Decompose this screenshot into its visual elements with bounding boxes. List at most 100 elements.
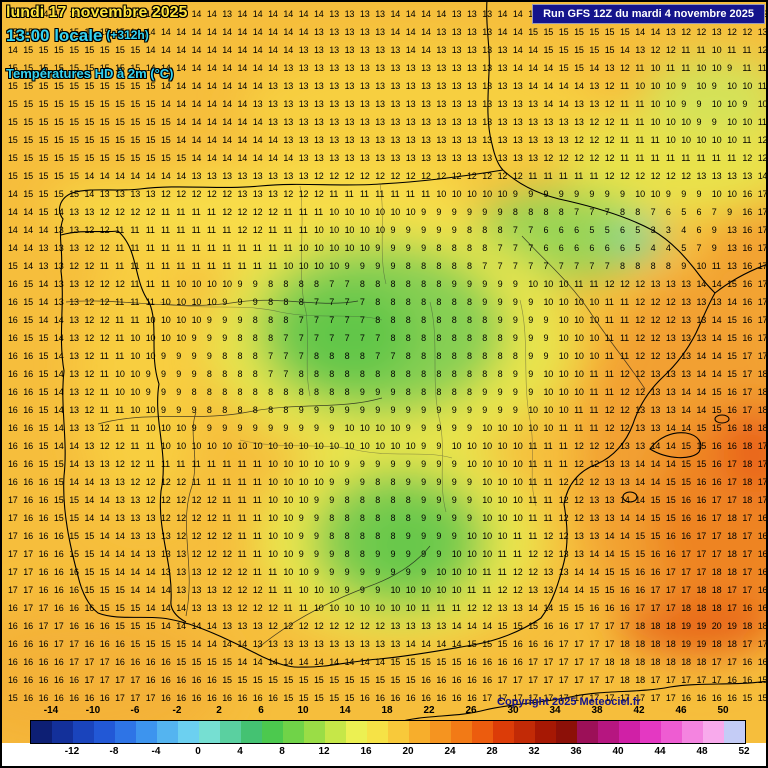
temp-value: 15 [100,82,110,91]
temp-value: 15 [283,694,293,703]
temp-value: 14 [559,100,569,109]
temp-value: 16 [391,694,401,703]
temp-value: 12 [238,568,248,577]
temp-value: 11 [589,370,598,379]
temp-value: 10 [329,586,339,595]
temp-value: 10 [115,370,125,379]
temp-value: 15 [69,532,79,541]
temp-value: 10 [635,82,645,91]
scale-cell [304,721,325,743]
temp-value: 17 [727,496,737,505]
temp-value: 8 [238,352,243,361]
temp-value: 14 [727,298,737,307]
temp-value: 18 [666,622,676,631]
temp-value: 15 [85,100,95,109]
temp-value: 16 [727,406,737,415]
temp-value: 15 [100,46,110,55]
temp-value: 17 [712,532,722,541]
temp-value: 12 [329,622,339,631]
temp-value: 9 [513,316,518,325]
temp-value: 11 [712,262,721,271]
temp-value: 12 [467,172,477,181]
temp-value: 15 [130,64,140,73]
temp-value: 16 [559,622,569,631]
temp-value: 12 [605,424,615,433]
temp-value: 11 [222,226,231,235]
temp-value: 9 [528,388,533,397]
temp-value: 19 [727,622,737,631]
temp-value: 12 [605,154,615,163]
scale-cell [94,721,115,743]
temp-value: 14 [513,46,523,55]
temp-value: 13 [513,154,523,163]
temp-value: 11 [528,496,537,505]
temp-value: 10 [544,280,554,289]
temp-value: 13 [283,100,293,109]
temp-value: 16 [727,424,737,433]
temp-value: 12 [559,532,569,541]
temp-value: 13 [651,424,661,433]
temp-value: 10 [482,442,492,451]
temp-value: 9 [314,532,319,541]
temp-value: 9 [559,190,564,199]
temp-value: 15 [697,460,707,469]
temp-value: 8 [436,280,441,289]
temp-value: 11 [100,370,109,379]
temp-value: 14 [176,172,186,181]
temp-value: 19 [681,622,691,631]
temp-value: 15 [85,10,95,19]
temp-value: 13 [283,172,293,181]
temp-value: 16 [8,280,18,289]
temp-value: 12 [620,388,630,397]
temp-value: 11 [192,460,201,469]
temp-value: 8 [467,244,472,253]
temp-value: 12 [176,190,186,199]
temp-value: 13 [253,622,263,631]
temp-value: 14 [528,604,538,613]
temp-value: 13 [452,136,462,145]
temp-value: 16 [651,550,661,559]
temp-value: 11 [360,190,369,199]
temp-value: 16 [192,676,202,685]
temp-value: 11 [207,460,216,469]
temp-value: 13 [130,532,140,541]
temp-value: 17 [589,640,599,649]
temp-value: 7 [697,244,702,253]
temp-value: 13 [54,244,64,253]
temp-value: 9 [345,460,350,469]
temp-value: 9 [391,244,396,253]
temp-value: 12 [360,622,370,631]
temp-value: 13 [467,64,477,73]
temp-value: 15 [39,64,49,73]
temp-value: 17 [712,676,722,685]
scale-tick: 16 [360,746,371,757]
temp-value: 10 [115,388,125,397]
temp-value: 15 [23,316,33,325]
temp-value: 12 [253,604,263,613]
temp-value: 13 [85,208,95,217]
temp-value: 14 [115,532,125,541]
temp-value: 8 [391,532,396,541]
temp-value: 14 [161,100,171,109]
temp-value: 15 [54,10,64,19]
scale-ticks-top: -14 -10 -6 -2 2 6 10 14 18 22 26 30 34 38 42 46 50 [0,705,768,719]
temp-value: 15 [54,64,64,73]
temp-value: 13 [482,100,492,109]
scale-tick: 32 [528,746,539,757]
france-atlantic-coast [486,0,504,171]
temp-value: 17 [620,694,630,703]
temp-value: 16 [758,658,768,667]
temp-value: 14 [207,64,217,73]
temp-value: 10 [192,298,202,307]
temp-value: 15 [605,568,615,577]
temp-value: 14 [23,208,33,217]
temp-value: 14 [283,658,293,667]
temp-value: 17 [115,694,125,703]
temp-value: 13 [345,82,355,91]
temp-value: 14 [8,226,18,235]
temp-value: 14 [100,496,110,505]
temp-value: 9 [299,550,304,559]
temp-value: 15 [54,100,64,109]
temp-value: 7 [513,244,518,253]
